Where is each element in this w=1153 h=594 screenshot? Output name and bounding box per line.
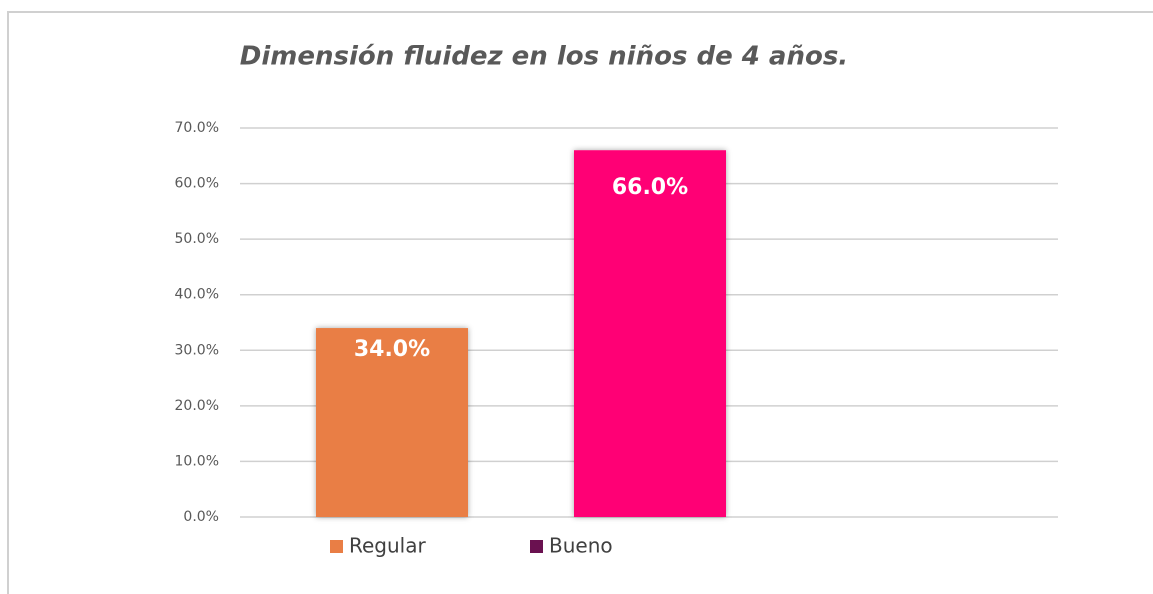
y-tick-label: 30.0%	[175, 342, 219, 358]
y-tick-label: 70.0%	[175, 120, 219, 136]
y-tick-label: 20.0%	[175, 398, 219, 414]
legend-label: Bueno	[549, 534, 613, 558]
y-tick-label: 50.0%	[175, 231, 219, 247]
data-label: 34.0%	[354, 337, 430, 362]
y-tick-label: 0.0%	[183, 509, 219, 525]
frame	[7, 11, 1153, 594]
y-tick-label: 60.0%	[175, 176, 219, 192]
legend-swatch	[530, 540, 543, 553]
data-label: 66.0%	[612, 175, 688, 200]
bar	[574, 150, 726, 517]
legend-swatch	[330, 540, 343, 553]
legend-label: Regular	[349, 534, 426, 558]
y-tick-label: 40.0%	[175, 287, 219, 303]
y-tick-label: 10.0%	[175, 453, 219, 469]
bar	[316, 328, 468, 517]
chart-title: Dimensión fluidez en los niños de 4 años…	[240, 42, 848, 72]
